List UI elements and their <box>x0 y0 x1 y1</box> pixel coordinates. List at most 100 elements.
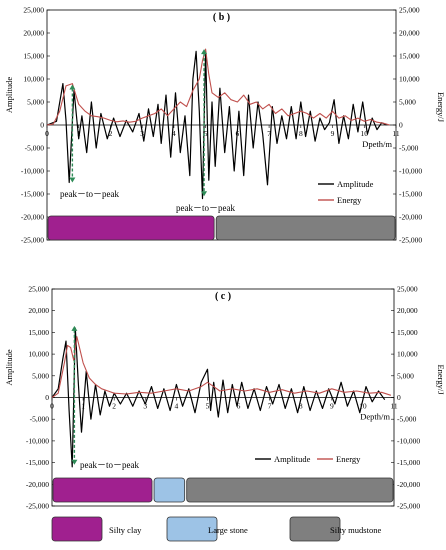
series-line-amplitude <box>51 327 386 468</box>
y-tick-label: 20,000 <box>23 29 44 38</box>
peak-to-peak-label: peak－to－peak <box>80 460 139 470</box>
y-tick-label: 15,000 <box>28 328 49 337</box>
y2-tick-label: 20,000 <box>397 306 418 315</box>
x-tick-label: 3 <box>143 402 147 411</box>
y2-tick-label: 0 <box>399 121 403 130</box>
arrow-head-down <box>69 177 76 183</box>
y-tick-label: -5,000 <box>25 144 45 153</box>
x-tick-label: 11 <box>392 129 399 138</box>
y2-tick-label: -25,000 <box>399 236 422 245</box>
y-tick-label: -20,000 <box>26 480 49 489</box>
y2-tick-label: 5,000 <box>397 371 414 380</box>
y2-tick-label: 0 <box>397 393 401 402</box>
strata-legend-swatch-silty-clay <box>51 516 103 542</box>
arrow-head-up <box>71 325 78 331</box>
strata-legend-label-silty-mudstone: Silty mudstone <box>330 525 381 535</box>
y-tick-label: 0 <box>40 121 44 130</box>
y2-tick-label: 5,000 <box>399 98 416 107</box>
strata-layer-silty-mudstone <box>186 477 394 503</box>
series-line-energy <box>46 48 390 126</box>
x-tick-label: 4 <box>172 129 176 138</box>
x-tick-label: 6 <box>237 402 241 411</box>
y-tick-label: -25,000 <box>21 236 44 245</box>
x-tick-label: 5 <box>206 402 210 411</box>
y-tick-label: -10,000 <box>26 436 49 445</box>
y-tick-label: 25,000 <box>28 285 49 294</box>
y-tick-label: 20,000 <box>28 306 49 315</box>
x-tick-label: 0 <box>45 129 49 138</box>
y2-tick-label: -20,000 <box>399 213 422 222</box>
legend-label-amplitude: Amplitude <box>337 179 374 189</box>
strata-layer-silty-clay <box>52 477 153 503</box>
x-tick-label: 5 <box>204 129 208 138</box>
y2-tick-label: 25,000 <box>399 6 420 15</box>
y-tick-label: -10,000 <box>21 167 44 176</box>
arrow-head-down <box>71 459 78 465</box>
peak-to-peak-label: peak－to－peak <box>176 203 235 213</box>
y-tick-label: -20,000 <box>21 213 44 222</box>
strata-layer-silty-mudstone <box>215 215 396 241</box>
arrow-head-down <box>201 191 208 197</box>
x-tick-label: 2 <box>112 402 116 411</box>
strata-legend-label-silty-clay: Silty clay <box>109 525 142 535</box>
y2-tick-label: 15,000 <box>397 328 418 337</box>
y2-tick-label: -5,000 <box>399 144 419 153</box>
strata-layer-silty-clay <box>47 215 215 241</box>
y-tick-label: -5,000 <box>30 415 50 424</box>
y-tick-label: -15,000 <box>26 458 49 467</box>
y2-tick-label: 15,000 <box>399 52 420 61</box>
strata-legend-label-large-stone: Large stone <box>208 525 248 535</box>
y2-tick-label: -25,000 <box>397 502 420 511</box>
y-tick-label: -25,000 <box>26 502 49 511</box>
legend-label-energy: Energy <box>336 454 361 464</box>
series-line-energy <box>51 336 392 398</box>
x-tick-label: 9 <box>331 129 335 138</box>
y2-tick-label: 10,000 <box>399 75 420 84</box>
x-tick-label: 0 <box>50 402 54 411</box>
y-tick-label: -15,000 <box>21 190 44 199</box>
y2-axis-label: Energy/J <box>436 92 446 123</box>
x-axis-label: Depth/m <box>360 412 390 422</box>
legend-label-energy: Energy <box>337 195 362 205</box>
arrow-head-up <box>201 49 208 55</box>
y2-tick-label: -20,000 <box>397 480 420 489</box>
x-tick-label: 7 <box>268 402 272 411</box>
x-tick-label: 10 <box>359 402 367 411</box>
y2-tick-label: -10,000 <box>399 167 422 176</box>
y2-tick-label: -15,000 <box>399 190 422 199</box>
y2-tick-label: -15,000 <box>397 458 420 467</box>
x-tick-label: 7 <box>267 129 271 138</box>
x-tick-label: 10 <box>361 129 369 138</box>
chart-title: ( b ) <box>213 12 230 23</box>
legend-label-amplitude: Amplitude <box>274 454 311 464</box>
y-tick-label: 5,000 <box>27 98 44 107</box>
strata-legend-swatch-silty-mudstone <box>289 516 341 542</box>
x-axis-label: Dpeth/m <box>362 139 392 149</box>
strata-layer-large-stone <box>153 477 186 503</box>
y-tick-label: 0 <box>45 393 49 402</box>
y-tick-label: 10,000 <box>23 75 44 84</box>
y2-tick-label: 10,000 <box>397 350 418 359</box>
x-tick-label: 4 <box>174 402 178 411</box>
chart-title: ( c ) <box>215 291 231 302</box>
arrow-head-up <box>69 84 76 90</box>
x-tick-label: 2 <box>109 129 113 138</box>
y-tick-label: 25,000 <box>23 6 44 15</box>
y-axis-label: Amplitude <box>4 349 14 386</box>
y2-axis-label: Energy/J <box>436 364 446 395</box>
y2-tick-label: -5,000 <box>397 415 417 424</box>
y-tick-label: 10,000 <box>28 350 49 359</box>
x-tick-label: 8 <box>299 129 303 138</box>
x-tick-label: 11 <box>390 402 397 411</box>
y-tick-label: 15,000 <box>23 52 44 61</box>
y-tick-label: 5,000 <box>32 371 49 380</box>
series-line-amplitude <box>46 50 387 200</box>
y2-tick-label: 25,000 <box>397 285 418 294</box>
peak-to-peak-label: peak－to－peak <box>60 189 119 199</box>
y2-tick-label: -10,000 <box>397 436 420 445</box>
y-axis-label: Amplitude <box>4 77 14 114</box>
strata-legend-swatch-large-stone <box>166 516 218 542</box>
y2-tick-label: 20,000 <box>399 29 420 38</box>
x-tick-label: 9 <box>330 402 334 411</box>
